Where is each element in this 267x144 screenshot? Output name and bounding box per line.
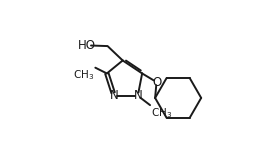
Text: N: N — [134, 89, 142, 102]
Text: CH$_3$: CH$_3$ — [73, 68, 95, 82]
Text: O: O — [152, 76, 161, 89]
Text: N: N — [110, 89, 119, 102]
Text: HO: HO — [78, 39, 96, 52]
Text: CH$_3$: CH$_3$ — [151, 106, 172, 120]
